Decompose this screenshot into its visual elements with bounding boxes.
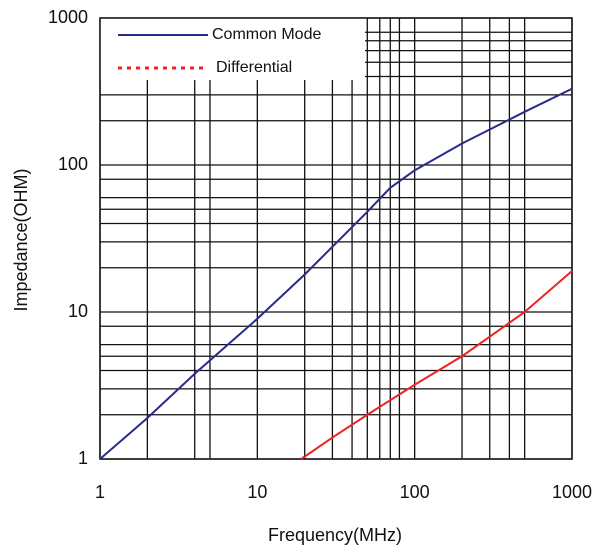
y-tick-label: 10 [68,301,88,321]
x-tick-label: 1 [95,482,105,502]
legend-label: Differential [216,59,292,76]
x-tick-label: 10 [247,482,267,502]
x-axis-title: Frequency(MHz) [268,525,402,545]
y-axis-title: Impedance(OHM) [11,168,31,311]
legend-label: Common Mode [212,26,321,43]
plot-frame [99,17,573,460]
x-tick-label: 100 [400,482,430,502]
y-tick-label: 1000 [48,7,88,27]
x-tick-label: 1000 [552,482,592,502]
y-tick-label: 1 [78,448,88,468]
y-tick-label: 100 [58,154,88,174]
data-line [99,87,573,460]
data-line [300,270,573,460]
legend-box [100,18,365,80]
